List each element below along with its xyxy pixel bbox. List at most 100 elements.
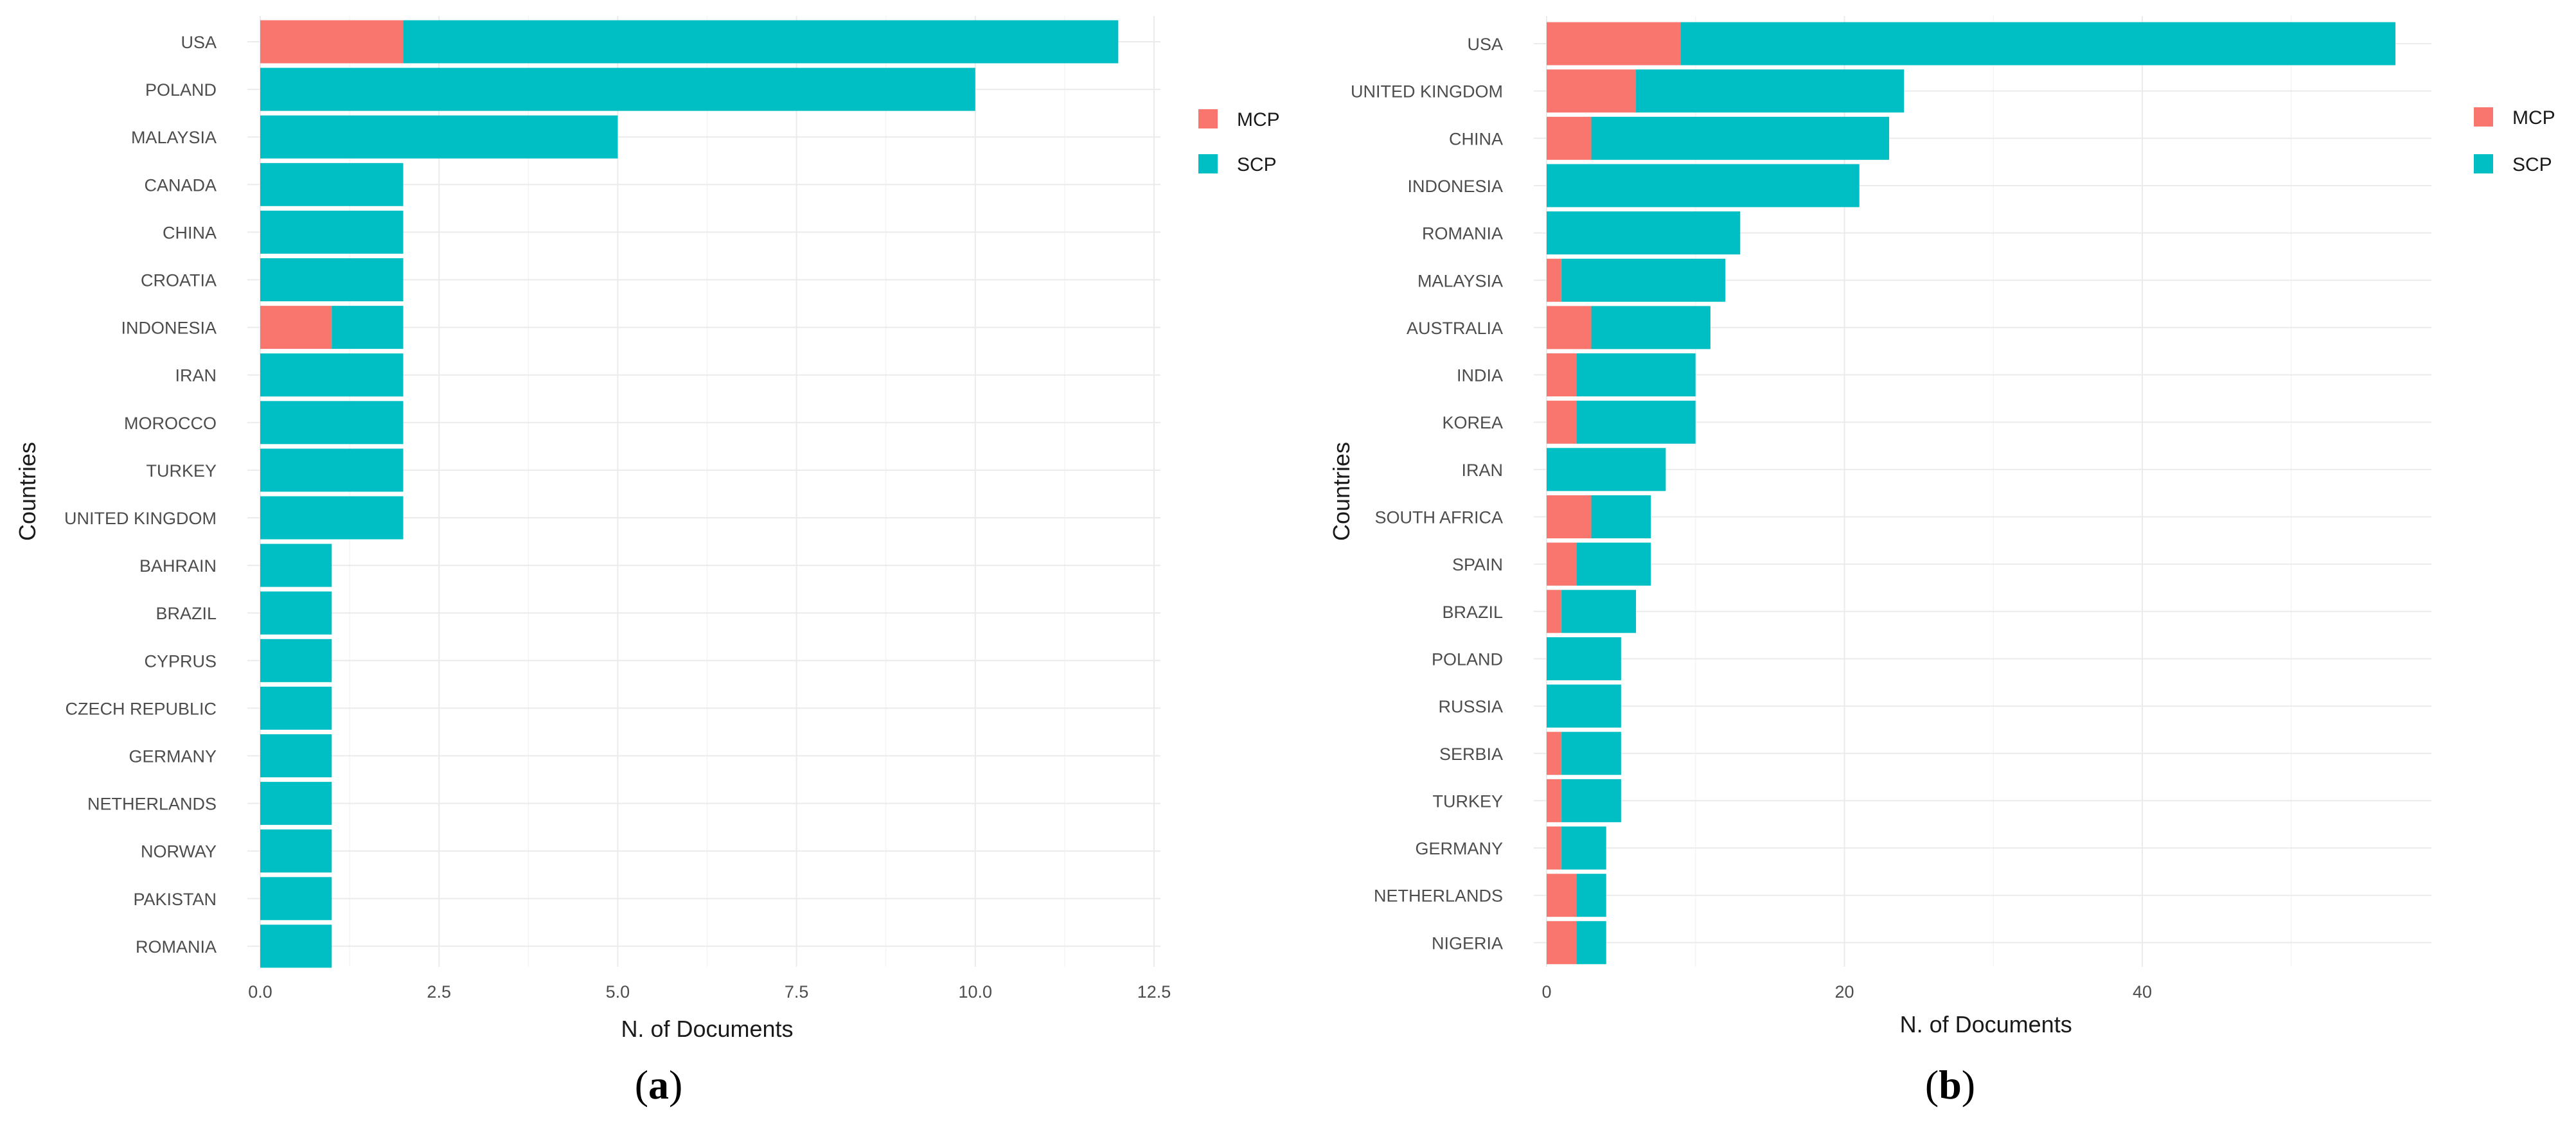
y-tick-label-turkey: TURKEY [1432, 791, 1503, 811]
y-tick-label-united-kingdom: UNITED KINGDOM [1351, 82, 1503, 102]
legend-swatch-scp [1198, 154, 1218, 173]
bar-scp-norway [260, 829, 332, 873]
bar-scp-turkey [260, 448, 404, 492]
bar-scp-bahrain [260, 543, 332, 587]
y-tick-label-indonesia: INDONESIA [1407, 177, 1503, 196]
x-tick-label-5-0: 5.0 [606, 982, 630, 1002]
bar-scp-romania [1547, 211, 1741, 255]
y-tick-label-romania: ROMANIA [1422, 224, 1503, 243]
y-tick-label-poland: POLAND [145, 80, 217, 100]
y-tick-label-brazil: BRAZIL [1442, 603, 1503, 622]
y-tick-label-india: INDIA [1457, 366, 1503, 385]
bar-mcp-brazil [1547, 590, 1562, 633]
bar-scp-nigeria [1576, 921, 1606, 964]
y-tick-label-china: CHINA [163, 223, 217, 242]
bar-scp-brazil [260, 591, 332, 635]
bar-mcp-spain [1547, 542, 1577, 586]
bar-scp-south-africa [1591, 495, 1651, 538]
y-tick-label-brazil: BRAZIL [155, 604, 217, 623]
bar-scp-turkey [1561, 779, 1621, 822]
bar-mcp-australia [1547, 306, 1592, 349]
y-tick-label-czech-republic: CZECH REPUBLIC [65, 699, 217, 718]
bar-scp-netherlands [1576, 874, 1606, 917]
y-tick-label-morocco: MOROCCO [124, 414, 217, 433]
bar-scp-serbia [1561, 732, 1621, 775]
bar-scp-germany [1561, 826, 1606, 870]
legend-swatch-scp [2474, 154, 2493, 173]
bar-scp-iran [1547, 448, 1666, 491]
y-tick-label-serbia: SERBIA [1439, 745, 1503, 764]
bar-mcp-united-kingdom [1547, 69, 1637, 113]
panel-label-b: (b) [1925, 1062, 1975, 1108]
y-tick-label-netherlands: NETHERLANDS [87, 795, 217, 814]
bar-mcp-usa [1547, 22, 1681, 66]
y-tick-label-norway: NORWAY [141, 842, 217, 861]
legend-label-scp: SCP [1237, 154, 1277, 175]
legend-swatch-mcp [1198, 109, 1218, 128]
y-tick-label-romania: ROMANIA [136, 937, 217, 957]
legend-swatch-mcp [2474, 107, 2493, 127]
bar-mcp-usa [260, 20, 404, 64]
bar-mcp-india [1547, 353, 1577, 397]
bar-scp-germany [260, 734, 332, 777]
y-tick-label-spain: SPAIN [1452, 555, 1503, 574]
bar-scp-india [1576, 353, 1696, 397]
y-tick-label-malaysia: MALAYSIA [131, 128, 217, 147]
x-tick-label-0: 0 [1541, 982, 1551, 1002]
bar-scp-brazil [1561, 590, 1637, 633]
y-tick-label-germany: GERMANY [1415, 839, 1503, 858]
y-tick-label-russia: RUSSIA [1438, 697, 1503, 716]
bar-mcp-netherlands [1547, 874, 1577, 917]
bar-scp-indonesia [1547, 164, 1860, 207]
bar-scp-china [1591, 116, 1890, 160]
bar-scp-spain [1576, 542, 1651, 586]
bar-mcp-korea [1547, 400, 1577, 444]
bar-mcp-south-africa [1547, 495, 1592, 538]
y-tick-label-croatia: CROATIA [141, 271, 217, 290]
y-tick-label-australia: AUSTRALIA [1407, 319, 1503, 338]
y-tick-label-germany: GERMANY [129, 747, 217, 766]
bar-mcp-germany [1547, 826, 1562, 870]
bar-scp-poland [260, 67, 975, 111]
bar-scp-croatia [260, 258, 404, 301]
y-tick-label-cyprus: CYPRUS [144, 651, 217, 671]
y-axis-title: Countries [14, 442, 40, 541]
x-tick-label-7-5: 7.5 [785, 982, 809, 1002]
bar-scp-canada [260, 163, 404, 206]
x-tick-label-40: 40 [2133, 982, 2152, 1002]
y-tick-label-malaysia: MALAYSIA [1417, 271, 1503, 290]
y-tick-label-poland: POLAND [1432, 649, 1503, 669]
panel-label-a: (a) [635, 1062, 683, 1108]
y-tick-label-south-africa: SOUTH AFRICA [1374, 508, 1503, 527]
x-tick-label-10-0: 10.0 [959, 982, 993, 1002]
x-tick-label-0-0: 0.0 [248, 982, 272, 1002]
y-axis-title: Countries [1328, 442, 1355, 541]
y-tick-label-united-kingdom: UNITED KINGDOM [64, 509, 217, 528]
bar-scp-poland [1547, 637, 1621, 680]
x-tick-label-2-5: 2.5 [427, 982, 451, 1002]
bar-scp-cyprus [260, 639, 332, 682]
y-tick-label-iran: IRAN [1461, 461, 1503, 480]
legend-label-mcp: MCP [1237, 109, 1280, 130]
y-tick-label-bahrain: BAHRAIN [139, 556, 217, 576]
y-tick-label-china: CHINA [1449, 129, 1503, 148]
bar-scp-czech-republic [260, 686, 332, 730]
bar-scp-united-kingdom [260, 496, 404, 540]
bar-scp-malaysia [1561, 258, 1726, 302]
x-tick-label-12-5: 12.5 [1137, 982, 1171, 1002]
bar-scp-netherlands [260, 782, 332, 825]
bar-mcp-serbia [1547, 732, 1562, 775]
x-axis-title: N. of Documents [621, 1016, 793, 1042]
y-tick-label-usa: USA [181, 33, 217, 52]
bar-mcp-indonesia [260, 306, 332, 349]
y-tick-label-canada: CANADA [144, 175, 217, 195]
bar-mcp-china [1547, 116, 1592, 160]
y-tick-label-nigeria: NIGERIA [1432, 933, 1503, 953]
chart-panel-b: USA UNITED KINGDOM CHINA INDONESIA ROMANIA MA… [1328, 16, 2555, 1108]
bar-scp-usa [1680, 22, 2395, 66]
legend-label-mcp: MCP [2512, 107, 2555, 128]
y-tick-label-korea: KOREA [1442, 413, 1503, 432]
x-axis-title: N. of Documents [1900, 1011, 2072, 1037]
y-tick-label-indonesia: INDONESIA [121, 319, 217, 338]
